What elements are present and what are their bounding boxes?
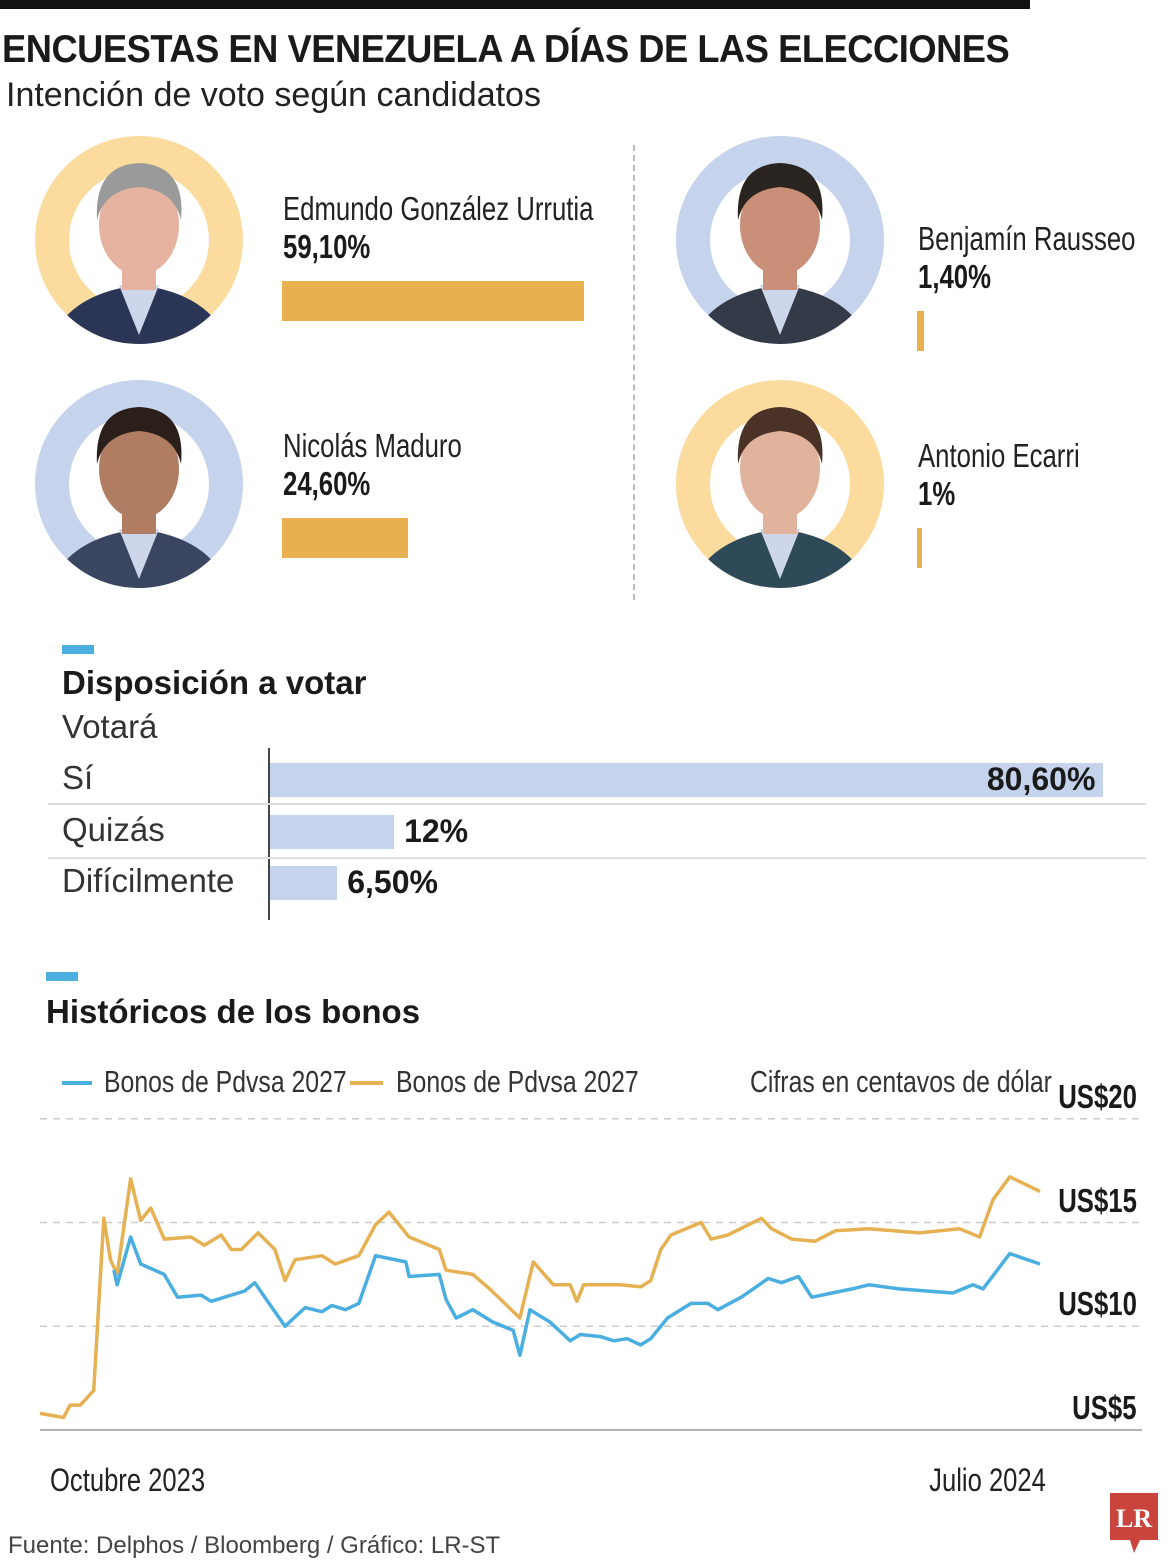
candidate-percentage: 1% [918, 475, 956, 512]
disposition-bar [270, 763, 1104, 797]
legend-swatch-blue [62, 1081, 92, 1085]
page-subtitle: Intención de voto según candidatos [6, 76, 541, 114]
disposition-row-label: Sí [62, 759, 94, 796]
section-accent [46, 972, 78, 981]
legend-swatch-orange [350, 1081, 383, 1085]
page-title: ENCUESTAS EN VENEZUELA A DÍAS DE LAS ELE… [2, 28, 1010, 71]
column-divider [633, 145, 635, 600]
person-portrait-icon [676, 380, 884, 588]
disposition-bar [270, 866, 338, 900]
candidate-percentage: 1,40% [918, 258, 991, 295]
y-tick-label: US$5 [1072, 1389, 1137, 1426]
disposition-value-label: 80,60% [986, 761, 1096, 797]
bond-line-chart [39, 1118, 1142, 1431]
candidate-vote-bar [282, 281, 584, 321]
disposition-value-label: 12% [404, 813, 469, 849]
disposition-title: Disposición a votar [62, 664, 367, 701]
disposition-bar [270, 815, 395, 849]
x-tick-label: Julio 2024 [929, 1462, 1046, 1498]
section-accent [62, 645, 94, 654]
candidate-name: Benjamín Rausseo [918, 220, 1136, 257]
chart-title: Históricos de los bonos [46, 993, 421, 1030]
person-portrait-icon [35, 380, 243, 588]
chart-unit-note: Cifras en centavos de dólar [750, 1064, 1052, 1099]
lr-logo-icon: LR [1110, 1493, 1158, 1553]
candidate-photo [34, 379, 244, 589]
row-separator [48, 857, 1146, 859]
person-portrait-icon [676, 136, 884, 344]
svg-text:LR: LR [1116, 1504, 1152, 1533]
disposition-subtitle: Votará [62, 708, 158, 745]
disposition-value-label: 6,50% [347, 864, 438, 900]
disposition-axis [268, 748, 270, 920]
y-tick-label: US$20 [1058, 1077, 1137, 1115]
candidate-photo [675, 135, 885, 345]
row-separator [48, 803, 1146, 805]
candidate-vote-bar [917, 311, 925, 351]
disposition-row-label: Quizás [62, 811, 165, 848]
legend-label-blue: Bonos de Pdvsa 2027 [104, 1064, 347, 1099]
candidate-photo [34, 135, 244, 345]
disposition-row-label: Difícilmente [62, 862, 235, 899]
candidate-vote-bar [282, 518, 408, 558]
x-tick-label: Octubre 2023 [50, 1462, 206, 1498]
candidate-percentage: 59,10% [283, 228, 371, 265]
y-tick-label: US$15 [1058, 1181, 1137, 1219]
candidate-photo [675, 379, 885, 589]
y-tick-label: US$10 [1058, 1285, 1137, 1323]
candidate-vote-bar [917, 528, 923, 568]
candidate-percentage: 24,60% [283, 465, 371, 502]
candidate-name: Nicolás Maduro [283, 427, 462, 464]
candidate-name: Antonio Ecarri [918, 437, 1080, 474]
top-rule [0, 0, 1030, 9]
person-portrait-icon [35, 136, 243, 344]
series-line-orange [39, 1175, 1041, 1420]
candidate-name: Edmundo González Urrutia [283, 190, 594, 227]
legend-label-orange: Bonos de Pdvsa 2027 [396, 1064, 639, 1099]
series-line-blue [112, 1235, 1041, 1358]
source-note: Fuente: Delphos / Bloomberg / Gráfico: L… [8, 1532, 501, 1559]
lr-logo: LR [1110, 1493, 1160, 1560]
